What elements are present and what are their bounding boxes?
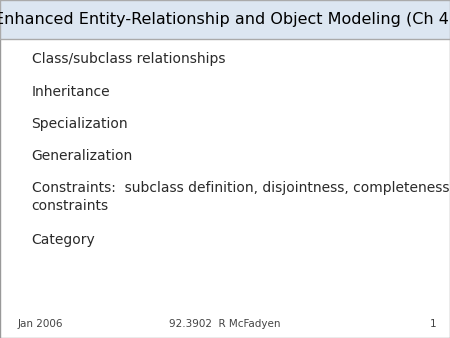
Text: Specialization: Specialization bbox=[32, 117, 128, 130]
Text: Jan 2006: Jan 2006 bbox=[18, 318, 63, 329]
Text: Generalization: Generalization bbox=[32, 149, 133, 163]
Bar bbox=[0, 0, 450, 39]
Text: Class/subclass relationships: Class/subclass relationships bbox=[32, 52, 225, 66]
Text: Category: Category bbox=[32, 233, 95, 247]
Text: 1: 1 bbox=[430, 318, 436, 329]
Text: Inheritance: Inheritance bbox=[32, 84, 110, 98]
Text: Constraints:  subclass definition, disjointness, completeness
constraints: Constraints: subclass definition, disjoi… bbox=[32, 181, 449, 213]
Text: Enhanced Entity-Relationship and Object Modeling (Ch 4): Enhanced Entity-Relationship and Object … bbox=[0, 12, 450, 27]
Text: 92.3902  R McFadyen: 92.3902 R McFadyen bbox=[169, 318, 281, 329]
